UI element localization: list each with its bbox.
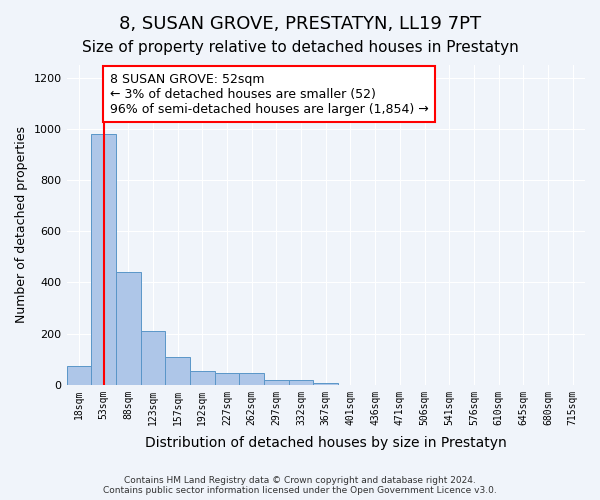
Text: Size of property relative to detached houses in Prestatyn: Size of property relative to detached ho… (82, 40, 518, 55)
Bar (239, 374, 264, 385)
Bar (289, 380, 313, 385)
Bar (215, 374, 239, 385)
Text: 8, SUSAN GROVE, PRESTATYN, LL19 7PT: 8, SUSAN GROVE, PRESTATYN, LL19 7PT (119, 15, 481, 33)
Bar (264, 380, 289, 385)
X-axis label: Distribution of detached houses by size in Prestatyn: Distribution of detached houses by size … (145, 436, 506, 450)
Text: 8 SUSAN GROVE: 52sqm
← 3% of detached houses are smaller (52)
96% of semi-detach: 8 SUSAN GROVE: 52sqm ← 3% of detached ho… (110, 72, 428, 116)
Text: Contains HM Land Registry data © Crown copyright and database right 2024.
Contai: Contains HM Land Registry data © Crown c… (103, 476, 497, 495)
Bar (67, 366, 91, 385)
Bar (313, 384, 338, 385)
Bar (91, 134, 116, 385)
Bar (190, 370, 215, 385)
Y-axis label: Number of detached properties: Number of detached properties (15, 126, 28, 324)
Bar (140, 331, 165, 385)
Bar (116, 272, 140, 385)
Bar (165, 356, 190, 385)
